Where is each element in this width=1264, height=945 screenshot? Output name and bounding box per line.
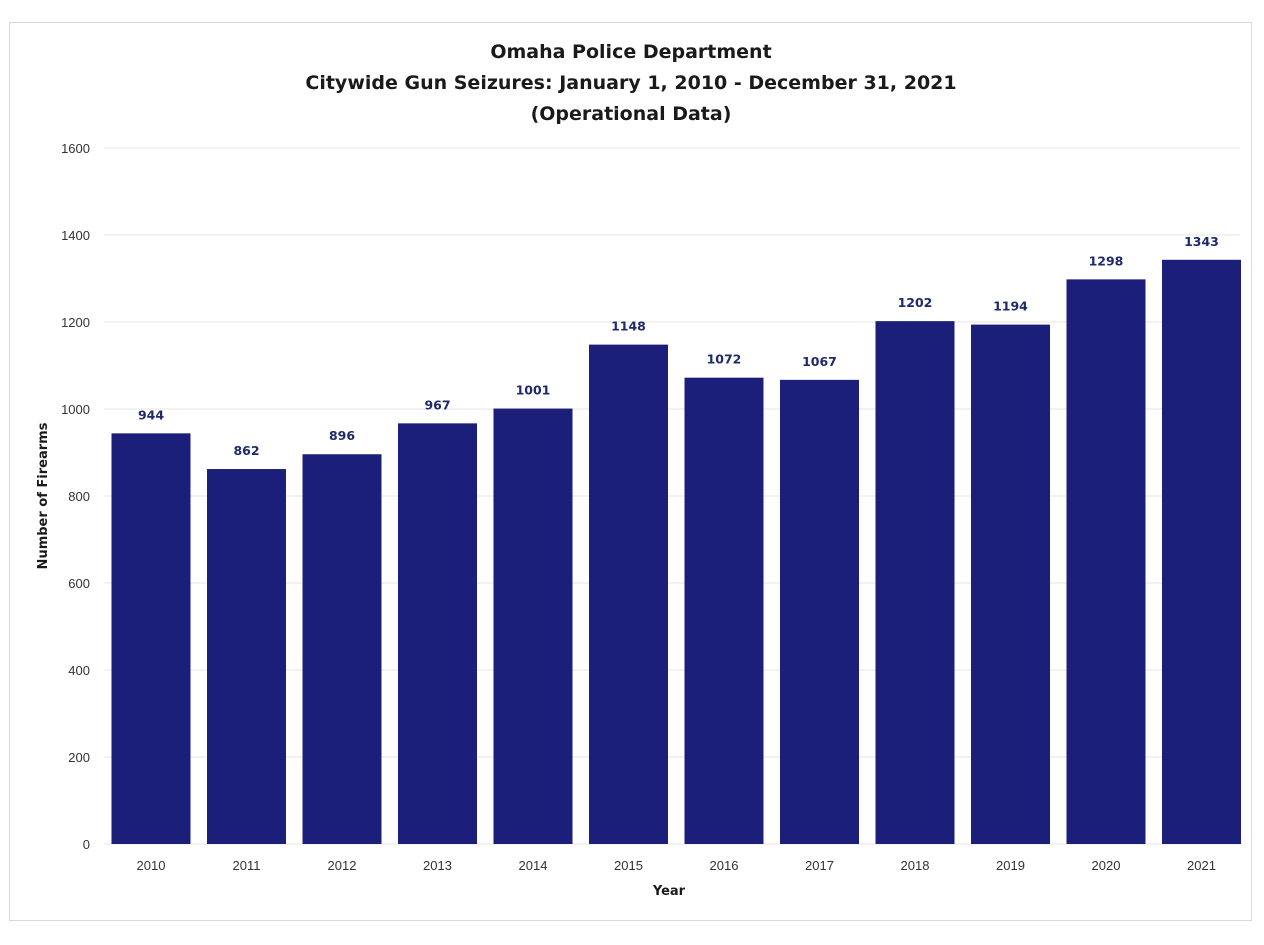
bar-2017 <box>780 379 859 844</box>
data-label-2010: 944 <box>138 407 164 422</box>
bar-2016 <box>684 377 764 844</box>
x-tick-label: 2016 <box>710 858 739 873</box>
x-axis-title: Year <box>652 884 686 899</box>
data-label-2013: 967 <box>424 397 450 412</box>
bar-2018 <box>875 321 955 844</box>
x-tick-label: 2017 <box>805 858 834 873</box>
x-tick-label: 2013 <box>423 858 452 873</box>
y-tick-label: 200 <box>68 750 90 765</box>
bar-2015 <box>589 344 668 844</box>
bar-2013 <box>398 423 477 844</box>
y-tick-label: 400 <box>68 663 90 678</box>
chart-title-line-1: Omaha Police Department <box>490 41 771 63</box>
y-tick-label: 600 <box>68 576 90 591</box>
y-tick-label: 800 <box>68 489 90 504</box>
bar-2014 <box>493 408 573 844</box>
data-label-2020: 1298 <box>1089 253 1124 268</box>
bar-2012 <box>302 454 382 844</box>
x-tick-label: 2021 <box>1187 858 1216 873</box>
y-tick-label: 0 <box>83 837 90 852</box>
x-tick-label: 2018 <box>901 858 930 873</box>
data-label-2016: 1072 <box>707 352 742 367</box>
bar-2010 <box>111 433 191 844</box>
data-label-2017: 1067 <box>802 354 837 369</box>
data-label-2012: 896 <box>329 428 355 443</box>
y-tick-label: 1600 <box>61 141 90 156</box>
y-tick-label: 1200 <box>61 315 90 330</box>
bar-2021 <box>1162 259 1241 844</box>
bar-2020 <box>1066 279 1146 844</box>
data-label-2011: 862 <box>233 443 259 458</box>
bar-2011 <box>207 469 286 844</box>
data-labels: 944 862 896 967 1001 1148 1072 1067 1202 1194 1298… <box>138 234 1219 458</box>
x-tick-label: 2020 <box>1092 858 1121 873</box>
chart-title-line-3: (Operational Data) <box>531 103 732 125</box>
data-label-2019: 1194 <box>993 299 1028 314</box>
x-tick-label: 2011 <box>233 858 261 873</box>
bars <box>111 259 1241 844</box>
chart-title: Omaha Police Department Citywide Gun Sei… <box>305 41 956 125</box>
x-tick-label: 2015 <box>614 858 643 873</box>
y-tick-label: 1400 <box>61 228 90 243</box>
x-tick-label: 2019 <box>996 858 1025 873</box>
y-axis-title: Number of Firearms <box>36 422 51 569</box>
data-label-2018: 1202 <box>898 295 933 310</box>
data-label-2021: 1343 <box>1184 234 1219 249</box>
data-label-2014: 1001 <box>516 383 551 398</box>
gridlines <box>104 147 1240 845</box>
x-tick-label: 2010 <box>137 858 166 873</box>
chart-title-line-2: Citywide Gun Seizures: January 1, 2010 -… <box>305 72 956 94</box>
y-axis-ticks: 0 200 400 600 800 1000 1200 1400 1600 <box>61 141 90 852</box>
x-tick-label: 2012 <box>328 858 357 873</box>
bar-2019 <box>971 324 1050 844</box>
y-tick-label: 1000 <box>61 402 90 417</box>
data-label-2015: 1148 <box>611 319 646 334</box>
x-tick-label: 2014 <box>519 858 548 873</box>
x-axis-ticks: 2010 2011 2012 2013 2014 2015 2016 2017 2018 2019… <box>137 858 1216 873</box>
